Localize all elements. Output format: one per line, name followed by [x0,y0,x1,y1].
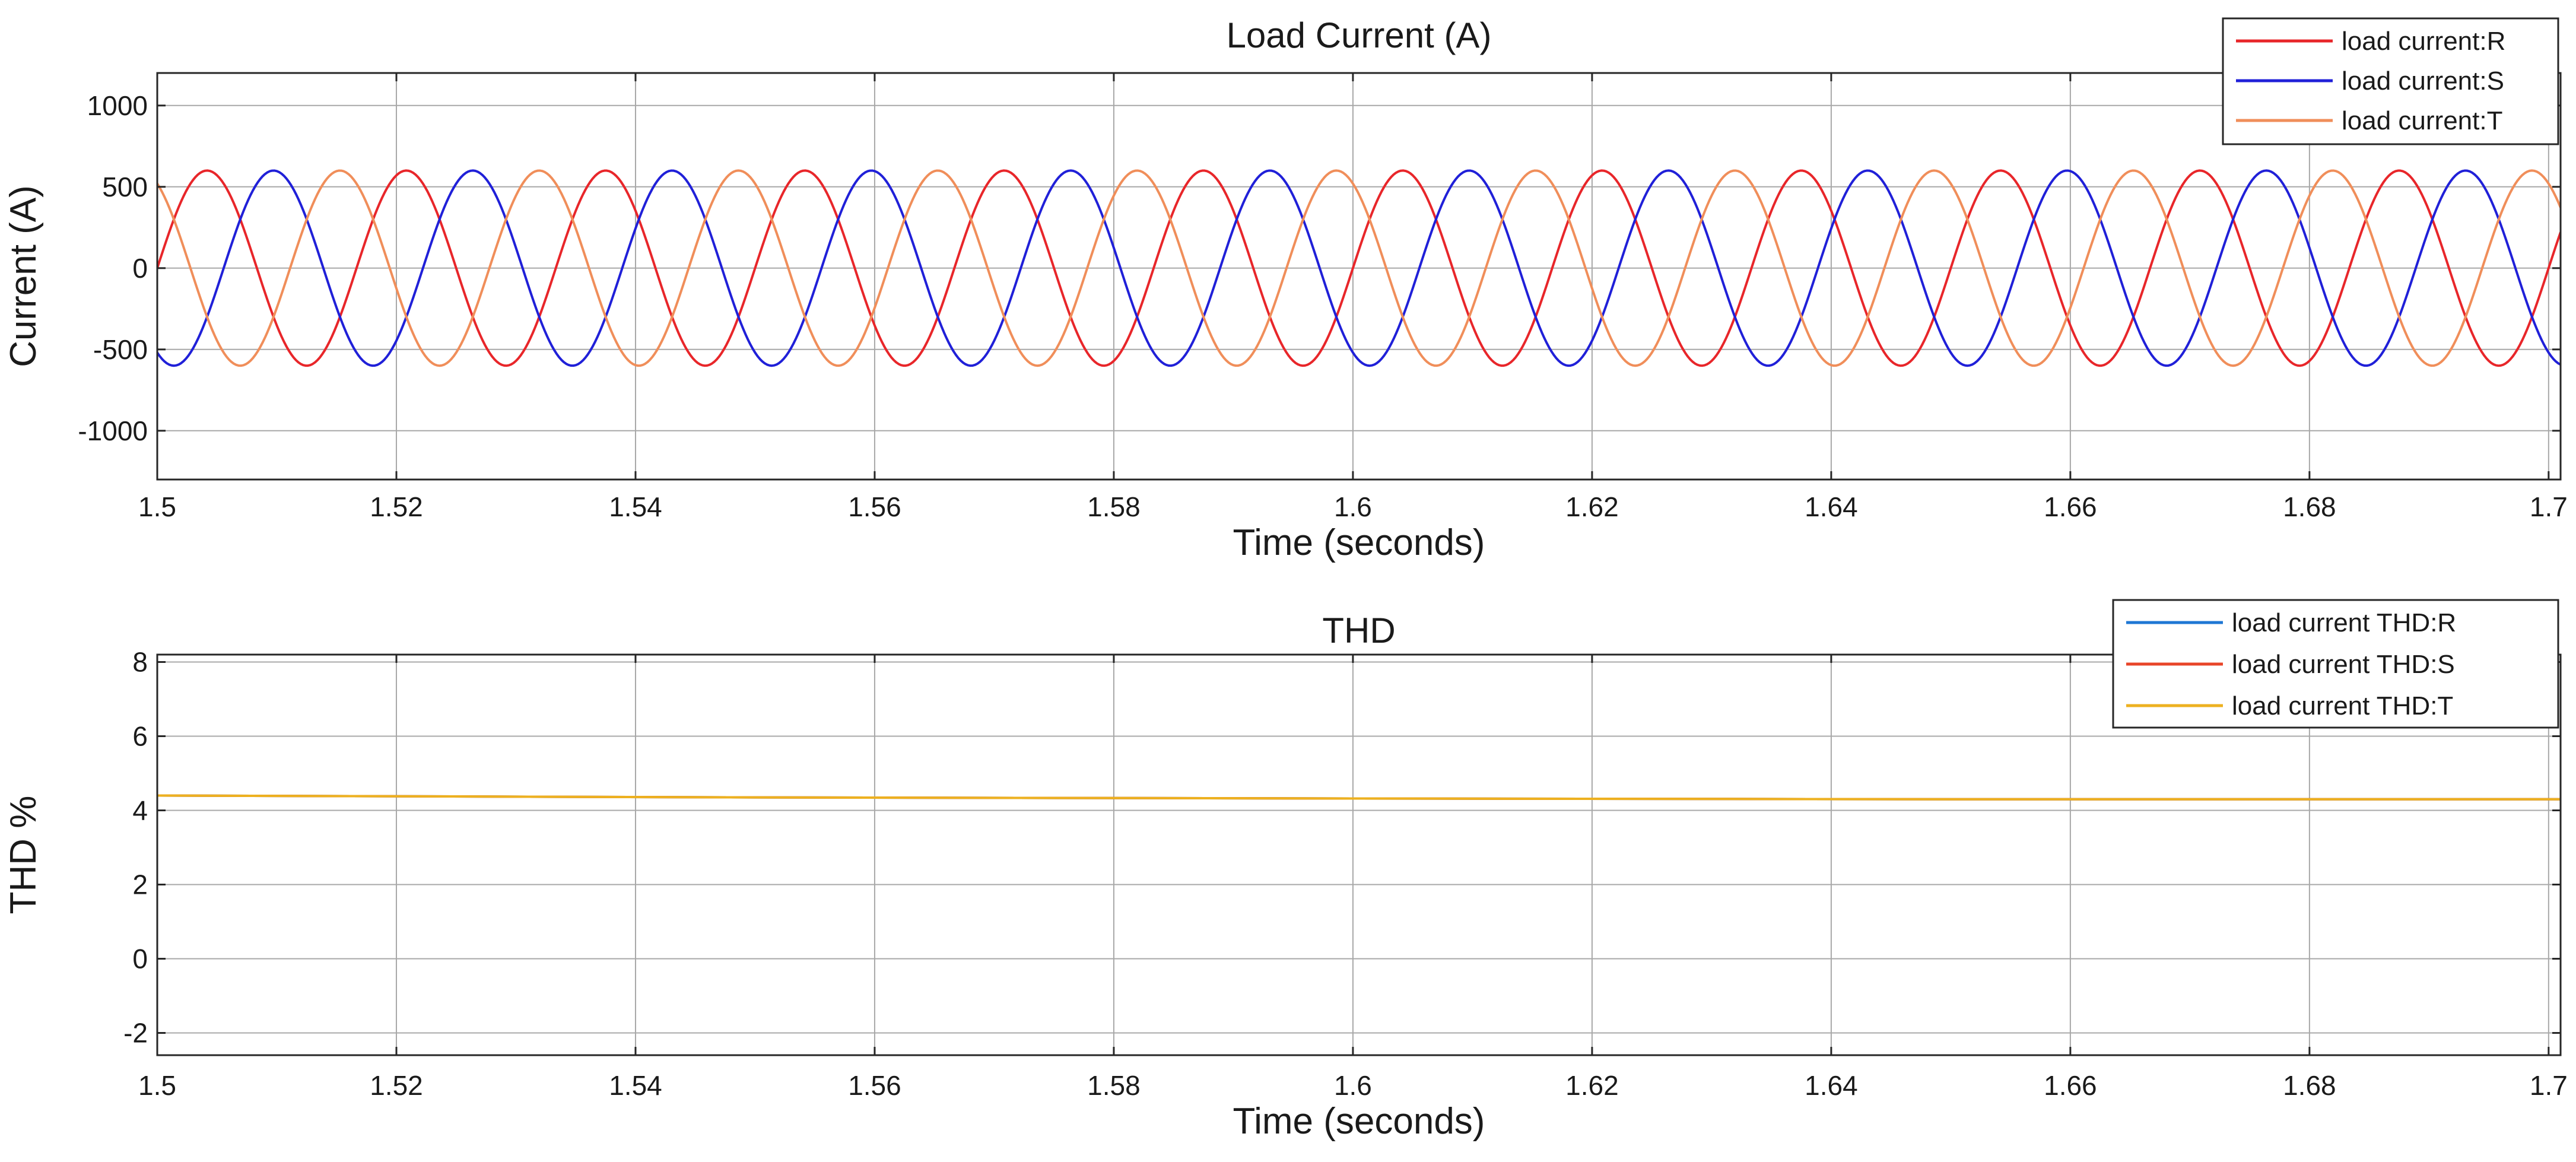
y-tick-label: 2 [132,869,148,900]
series-line-load-current-t [157,169,2561,367]
x-tick-label: 1.58 [1087,491,1141,522]
y-tick-label: 0 [132,944,148,974]
y-tick-label: 1000 [87,90,148,121]
x-axis-label: Time (seconds) [1233,1101,1485,1142]
y-tick-label: 4 [132,795,148,826]
x-tick-label: 1.5 [138,1070,176,1101]
series-line-load-current-r [157,169,2561,367]
plot-area [157,73,2561,480]
y-axis-label: Current (A) [3,185,44,367]
x-tick-label: 1.66 [2044,491,2097,522]
x-tick-label: 1.64 [1805,491,1858,522]
y-tick-label: 0 [132,253,148,284]
series-line-load-current-thd-t [157,794,2561,801]
x-tick-label: 1.54 [609,491,662,522]
x-tick-label: 1.58 [1087,1070,1141,1101]
x-tick-label: 1.56 [848,1070,901,1101]
legend-label: load current THD:S [2232,650,2455,679]
x-tick-label: 1.7 [2530,1070,2568,1101]
y-axis-label: THD % [3,796,44,915]
x-tick-label: 1.5 [138,491,176,522]
x-tick-label: 1.52 [370,1070,423,1101]
legend: load current THD:R load current THD:S load… [2112,599,2559,729]
x-tick-label: 1.62 [1565,491,1619,522]
thd-chart: 1.5 1.52 1.54 1.56 1.58 1.6 1.62 1.64 1.66 1.68 1.… [3,599,2568,1142]
y-tick-label: -1000 [78,415,148,446]
series-group [157,794,2561,801]
x-tick-label: 1.62 [1565,1070,1619,1101]
chart-title: Load Current (A) [1227,15,1492,55]
axes-frame [156,72,2562,481]
x-tick-label: 1.66 [2044,1070,2097,1101]
y-tick-label: -500 [93,334,148,365]
series-group [157,169,2561,367]
legend: load current:R load current:S load current… [2222,17,2559,145]
series-line-load-current-s [157,169,2561,367]
y-tick-label: 8 [132,647,148,678]
chart-title: THD [1322,611,1395,650]
load-current-chart: 1.5 1.52 1.54 1.56 1.58 1.6 1.62 1.64 1.66 1.68 1.… [3,15,2568,563]
x-tick-label: 1.54 [609,1070,662,1101]
x-tick-label: 1.56 [848,491,901,522]
y-tick-label: -2 [123,1018,148,1049]
y-tick-label: 500 [102,172,148,202]
legend-label: load current:S [2342,66,2504,96]
axes-frame [156,653,2562,1056]
legend-label: load current:T [2342,106,2502,135]
x-tick-label: 1.6 [1334,1070,1372,1101]
legend-label: load current THD:T [2232,691,2453,720]
x-tick-label: 1.52 [370,491,423,522]
x-tick-label: 1.68 [2283,1070,2336,1101]
x-axis-label: Time (seconds) [1233,522,1485,563]
x-tick-label: 1.6 [1334,491,1372,522]
x-tick-label: 1.64 [1805,1070,1858,1101]
x-tick-label: 1.68 [2283,491,2336,522]
legend-label: load current THD:R [2232,608,2456,637]
x-tick-label: 1.7 [2530,491,2568,522]
legend-label: load current:R [2342,27,2505,56]
y-tick-label: 6 [132,721,148,752]
